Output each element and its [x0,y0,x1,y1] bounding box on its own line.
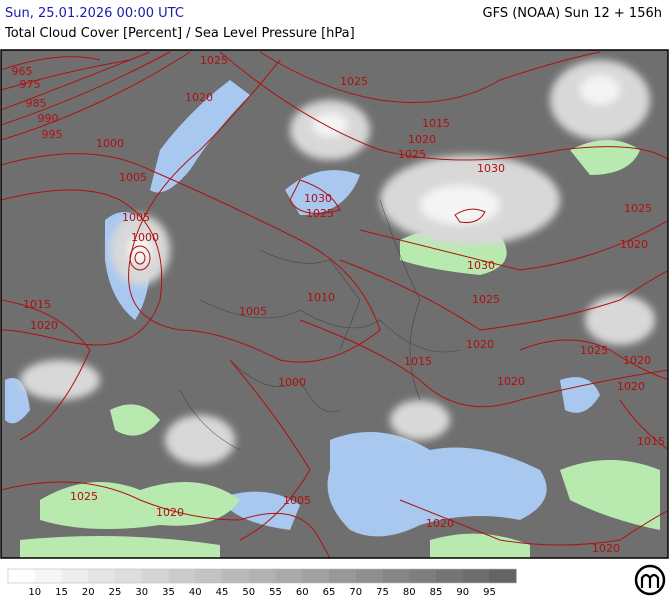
isobar-label: 1020 [620,238,648,251]
legend-swatch [8,569,36,583]
isobar-label: 1015 [422,117,450,130]
legend-label: 40 [189,587,202,598]
isobar-label: 1020 [623,354,651,367]
legend-label: 80 [403,587,416,598]
legend-swatch [436,569,464,583]
land-clear [20,140,660,558]
legend-swatch [409,569,437,583]
isobar-label: 1000 [278,376,306,389]
isobar-label: 965 [12,65,33,78]
isobar-label: 1020 [185,91,213,104]
borders [179,199,461,451]
legend-label: 50 [242,587,255,598]
isobar-label: 1005 [239,305,267,318]
legend-label: 55 [269,587,282,598]
legend-label: 70 [349,587,362,598]
legend-swatch [34,569,62,583]
isobar-label: 1020 [426,517,454,530]
isobar-label: 1025 [306,207,334,220]
legend-swatch [88,569,116,583]
legend-swatch [248,569,276,583]
isobar-label: 1020 [408,133,436,146]
legend-swatch [382,569,410,583]
legend-swatch [141,569,169,583]
model-run: GFS (NOAA) Sun 12 + 156h [482,6,662,21]
legend-swatch [329,569,357,583]
isobar-label: 1030 [304,192,332,205]
legend-label: 25 [109,587,122,598]
logo [634,564,666,596]
legend-label: 65 [323,587,336,598]
isobar-label: 975 [20,78,41,91]
isobar-label: 1000 [131,231,159,244]
isobar-label: 990 [38,112,59,125]
clouds-light [20,60,655,465]
isobar-label: 1015 [23,298,51,311]
legend-label: 95 [483,587,496,598]
isobar-label: 1005 [122,211,150,224]
legend-label: 90 [456,587,469,598]
legend-swatch [222,569,250,583]
legend-label: 60 [296,587,309,598]
isobar-label: 1015 [404,355,432,368]
valid-time: Sun, 25.01.2026 00:00 UTC [5,6,184,21]
isobar-label: 1020 [30,319,58,332]
isobar-label: 1025 [580,344,608,357]
legend-label: 75 [376,587,389,598]
legend-swatch [195,569,223,583]
legend: 10 15 20 25 30 35 40 45 50 55 60 65 70 75 80 85 90 95 [7,568,517,598]
isobar-label: 1030 [467,259,495,272]
legend-label: 10 [28,587,41,598]
legend-label: 35 [162,587,175,598]
map-subtitle: Total Cloud Cover [Percent] / Sea Level … [5,26,355,41]
legend-swatch [355,569,383,583]
isobar-label: 1025 [472,293,500,306]
isobars [1,51,668,558]
isobar-label: 1020 [156,506,184,519]
legend-label: 15 [55,587,68,598]
legend-frame [7,568,517,584]
legend-label: 30 [135,587,148,598]
clouds-thin [128,75,620,265]
isobar-label: 1030 [477,162,505,175]
map-frame [0,49,669,559]
legend-label: 85 [430,587,443,598]
isobar-label: 985 [26,97,47,110]
isobar-label: 1025 [200,54,228,67]
isobar-label: 1020 [466,338,494,351]
isobar-label: 1025 [70,490,98,503]
isobar-label: 1020 [617,380,645,393]
isobar-label: 1005 [283,494,311,507]
legend-swatch [275,569,303,583]
isobar-label: 1025 [340,75,368,88]
isobar-label: 1025 [398,148,426,161]
isobar-label: 1000 [96,137,124,150]
isobar-label: 1010 [307,291,335,304]
isobar-label: 1025 [624,202,652,215]
legend-swatch [462,569,490,583]
legend-swatch [302,569,330,583]
legend-swatch [489,569,517,583]
isobar-label: 1005 [119,171,147,184]
legend-swatch [61,569,89,583]
legend-swatch [115,569,143,583]
isobar-label: 1020 [497,375,525,388]
legend-label: 20 [82,587,95,598]
legend-label: 45 [216,587,229,598]
isobar-label: 1015 [637,435,665,448]
isobar-label: 995 [42,128,63,141]
legend-swatch [168,569,196,583]
isobar-label: 1020 [592,542,620,555]
